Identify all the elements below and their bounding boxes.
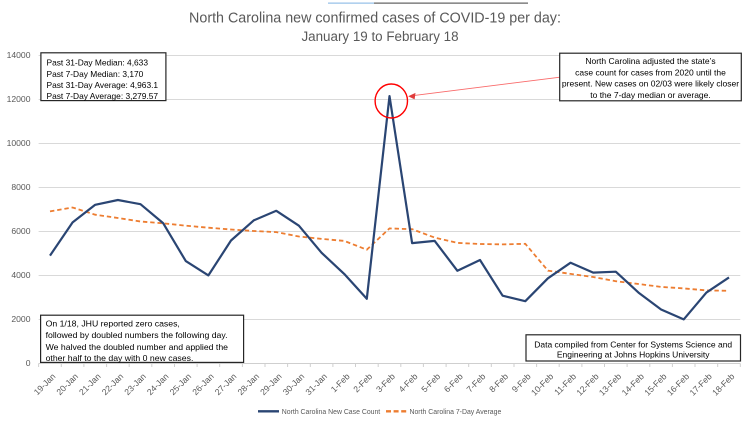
svg-text:12000: 12000	[7, 94, 31, 104]
svg-text:Past 31-Day Average: 4,963.1: Past 31-Day Average: 4,963.1	[47, 80, 159, 90]
svg-text:10000: 10000	[7, 138, 31, 148]
svg-text:North Carolina New Case Count: North Carolina New Case Count	[282, 409, 381, 416]
svg-text:6000: 6000	[11, 226, 30, 236]
svg-text:present. New cases on 02/03 we: present. New cases on 02/03 were likely …	[562, 79, 739, 89]
svg-text:North Carolina new confirmed c: North Carolina new confirmed cases of CO…	[189, 11, 561, 27]
svg-text:0: 0	[26, 358, 31, 368]
svg-text:North Carolina adjusted the st: North Carolina adjusted the state’s	[585, 56, 715, 66]
svg-text:Data compiled from Center for: Data compiled from Center for Systems Sc…	[534, 339, 732, 349]
svg-text:2000: 2000	[11, 314, 30, 324]
svg-text:followed by doubled numbers th: followed by doubled numbers the followin…	[46, 330, 228, 340]
svg-text:8000: 8000	[11, 182, 30, 192]
svg-text:We halved the doubled number a: We halved the doubled number and applied…	[46, 342, 229, 352]
svg-text:14000: 14000	[7, 50, 31, 60]
svg-text:4000: 4000	[11, 270, 30, 280]
svg-text:Past 7-Day Average: 3,279.57: Past 7-Day Average: 3,279.57	[47, 91, 159, 101]
svg-text:January 19 to February 18: January 19 to February 18	[301, 29, 458, 44]
svg-text:On 1/18, JHU reported zero cas: On 1/18, JHU reported zero cases,	[46, 319, 180, 329]
svg-text:case count for cases from 2020: case count for cases from 2020 until the	[575, 67, 726, 77]
svg-text:other half to the day with 0 n: other half to the day with 0 new cases.	[46, 353, 194, 363]
svg-text:Engineering at Johns Hopkins U: Engineering at Johns Hopkins University	[557, 350, 710, 360]
svg-text:North Carolina 7-Day Average: North Carolina 7-Day Average	[410, 409, 502, 416]
svg-text:to the 7-day median or average: to the 7-day median or average.	[590, 90, 711, 100]
svg-text:Past 31-Day Median: 4,633: Past 31-Day Median: 4,633	[47, 58, 149, 68]
svg-text:Past 7-Day Median: 3,170: Past 7-Day Median: 3,170	[47, 69, 144, 79]
